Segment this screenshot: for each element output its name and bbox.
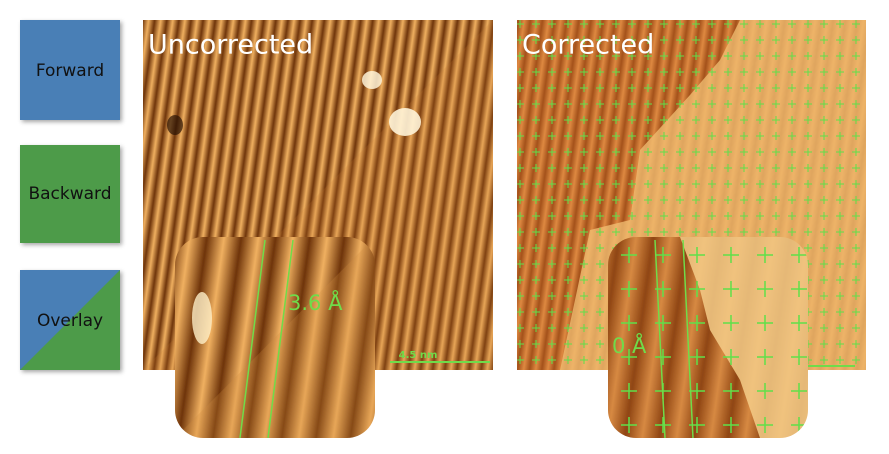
uncorrected-inset <box>175 237 375 438</box>
inset-label: 0 Å <box>612 332 647 358</box>
backward-label: Backward <box>28 184 111 204</box>
scale-bar-label: 4.5 nm <box>399 350 438 361</box>
backward-button[interactable] <box>20 145 120 243</box>
corrected-inset <box>608 237 808 438</box>
overlay-label: Overlay <box>37 311 103 331</box>
forward-button[interactable] <box>20 20 120 120</box>
panel-title: Uncorrected <box>148 30 313 61</box>
forward-label: Forward <box>36 61 104 81</box>
overlay-button[interactable] <box>20 270 120 370</box>
panel-title: Corrected <box>522 30 654 61</box>
inset-label: 3.6 Å <box>288 289 343 315</box>
